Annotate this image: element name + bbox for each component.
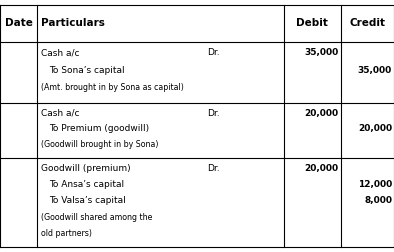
Text: (Amt. brought in by Sona as capital): (Amt. brought in by Sona as capital) [41, 83, 183, 92]
Text: Dr.: Dr. [207, 164, 219, 173]
Text: 20,000: 20,000 [305, 164, 339, 173]
Text: To Premium (goodwill): To Premium (goodwill) [49, 124, 149, 133]
Text: 20,000: 20,000 [358, 124, 392, 133]
Text: Dr.: Dr. [207, 48, 219, 57]
Text: 35,000: 35,000 [358, 66, 392, 75]
Text: Dr.: Dr. [207, 109, 219, 118]
Text: old partners): old partners) [41, 229, 91, 238]
Text: 12,000: 12,000 [358, 180, 392, 189]
Text: Cash a/c: Cash a/c [41, 109, 79, 118]
Text: 35,000: 35,000 [305, 48, 339, 57]
Text: To Sona’s capital: To Sona’s capital [49, 66, 125, 75]
Text: To Valsa’s capital: To Valsa’s capital [49, 197, 126, 205]
Text: 20,000: 20,000 [305, 109, 339, 118]
Text: Particulars: Particulars [41, 18, 105, 28]
Text: (Goodwill brought in by Sona): (Goodwill brought in by Sona) [41, 140, 158, 149]
Text: Goodwill (premium): Goodwill (premium) [41, 164, 130, 173]
Text: Debit: Debit [296, 18, 328, 28]
Text: Cash a/c: Cash a/c [41, 48, 79, 57]
Text: Credit: Credit [349, 18, 385, 28]
Text: 8,000: 8,000 [364, 197, 392, 205]
Text: Date: Date [5, 18, 33, 28]
Text: (Goodwill shared among the: (Goodwill shared among the [41, 213, 152, 222]
Text: To Ansa’s capital: To Ansa’s capital [49, 180, 125, 189]
